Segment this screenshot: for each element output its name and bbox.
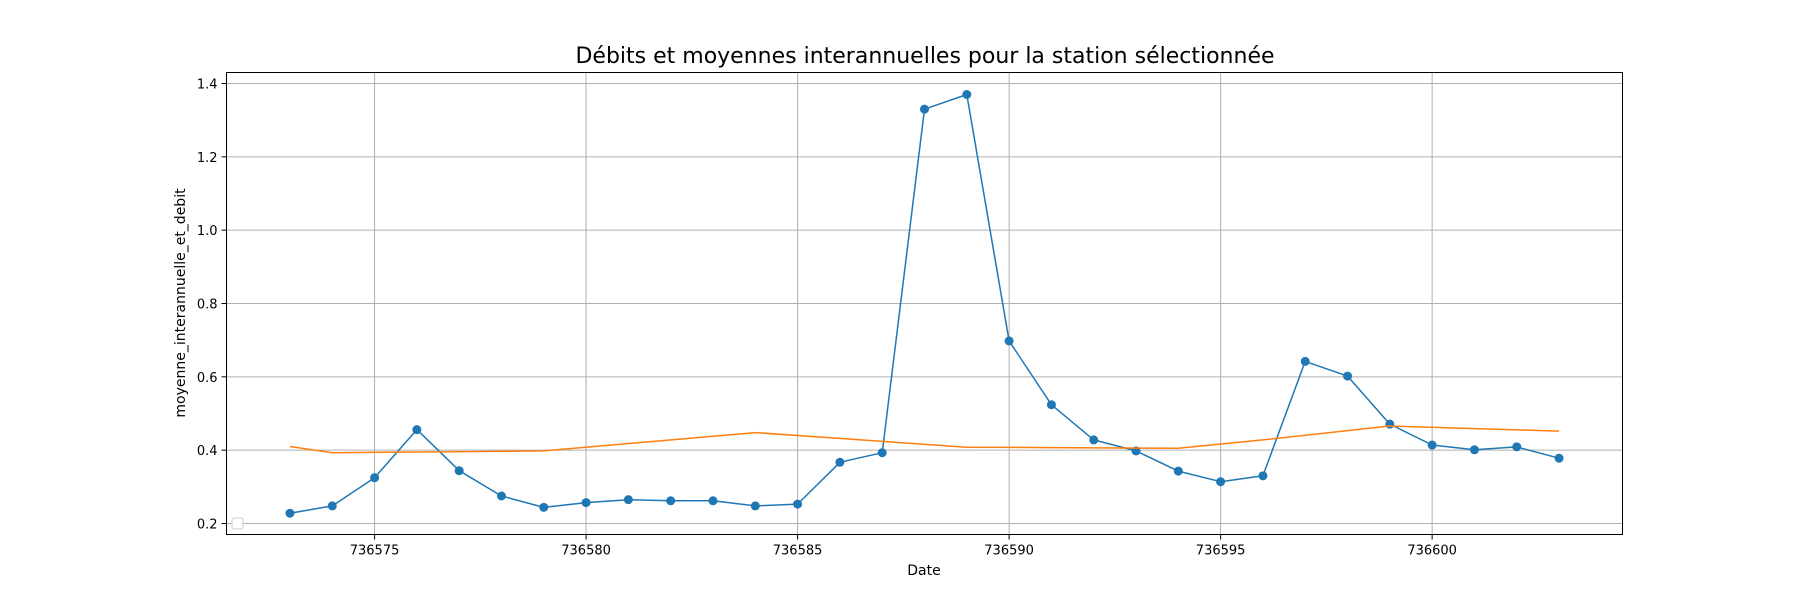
y-axis-label: moyenne_interannuelle_et_debit [173,188,189,418]
x-tick-label: 736590 [984,544,1034,559]
series-1-point [1258,471,1268,481]
series-1-point [962,90,972,99]
series-layer [285,90,1564,518]
series-1-point [708,496,718,506]
series-1-point [496,491,506,501]
series-1-point [412,425,422,435]
x-tick-label: 736575 [350,544,400,559]
series-1-point [1046,400,1056,410]
x-tick-label: 736600 [1407,544,1457,559]
y-tick-label: 1.0 [197,224,218,239]
x-tick-label: 736580 [561,544,611,559]
ticks: 736575 736580 736585 736590 736595 736600 0.2 0… [197,78,1457,559]
grid [226,72,1623,535]
series-1-point [327,501,337,511]
series-1-point [1004,336,1014,346]
series-1-point [877,448,887,458]
series-1-point [1173,466,1183,476]
series-1-point [1469,445,1479,455]
legend-box [231,517,244,530]
series-1-point [370,473,380,483]
y-tick-label: 1.2 [197,151,218,166]
x-tick-label: 736585 [773,544,823,559]
series-1-point [1343,371,1353,381]
series-2-line [289,425,1560,454]
series-1-point [1427,440,1437,450]
series-1-point [666,496,676,506]
series-1-point [920,104,929,114]
y-tick-label: 0.6 [197,371,218,386]
series-1-point [1216,477,1226,487]
series-1-point [1554,453,1564,463]
series-1-point [835,457,845,467]
series-1-point [1300,356,1310,366]
series-1-point [1089,435,1099,445]
y-tick-label: 0.2 [197,518,218,533]
x-axis-label: Date [907,563,940,579]
chart-title: Débits et moyennes interannuelles pour l… [575,44,1274,69]
y-tick-label: 0.4 [197,444,218,459]
series-1-point [581,498,591,508]
x-tick-label: 736595 [1196,544,1246,559]
series-1-point [750,501,760,511]
series-1-point [623,495,633,505]
series-1-point [285,508,295,518]
series-1-point [539,502,549,512]
series-1-point [454,466,464,476]
y-tick-label: 1.4 [197,78,218,93]
series-1-point [1385,419,1395,429]
series-1-point [1512,442,1522,452]
y-tick-label: 0.8 [197,298,218,313]
series-1-point [793,499,803,509]
